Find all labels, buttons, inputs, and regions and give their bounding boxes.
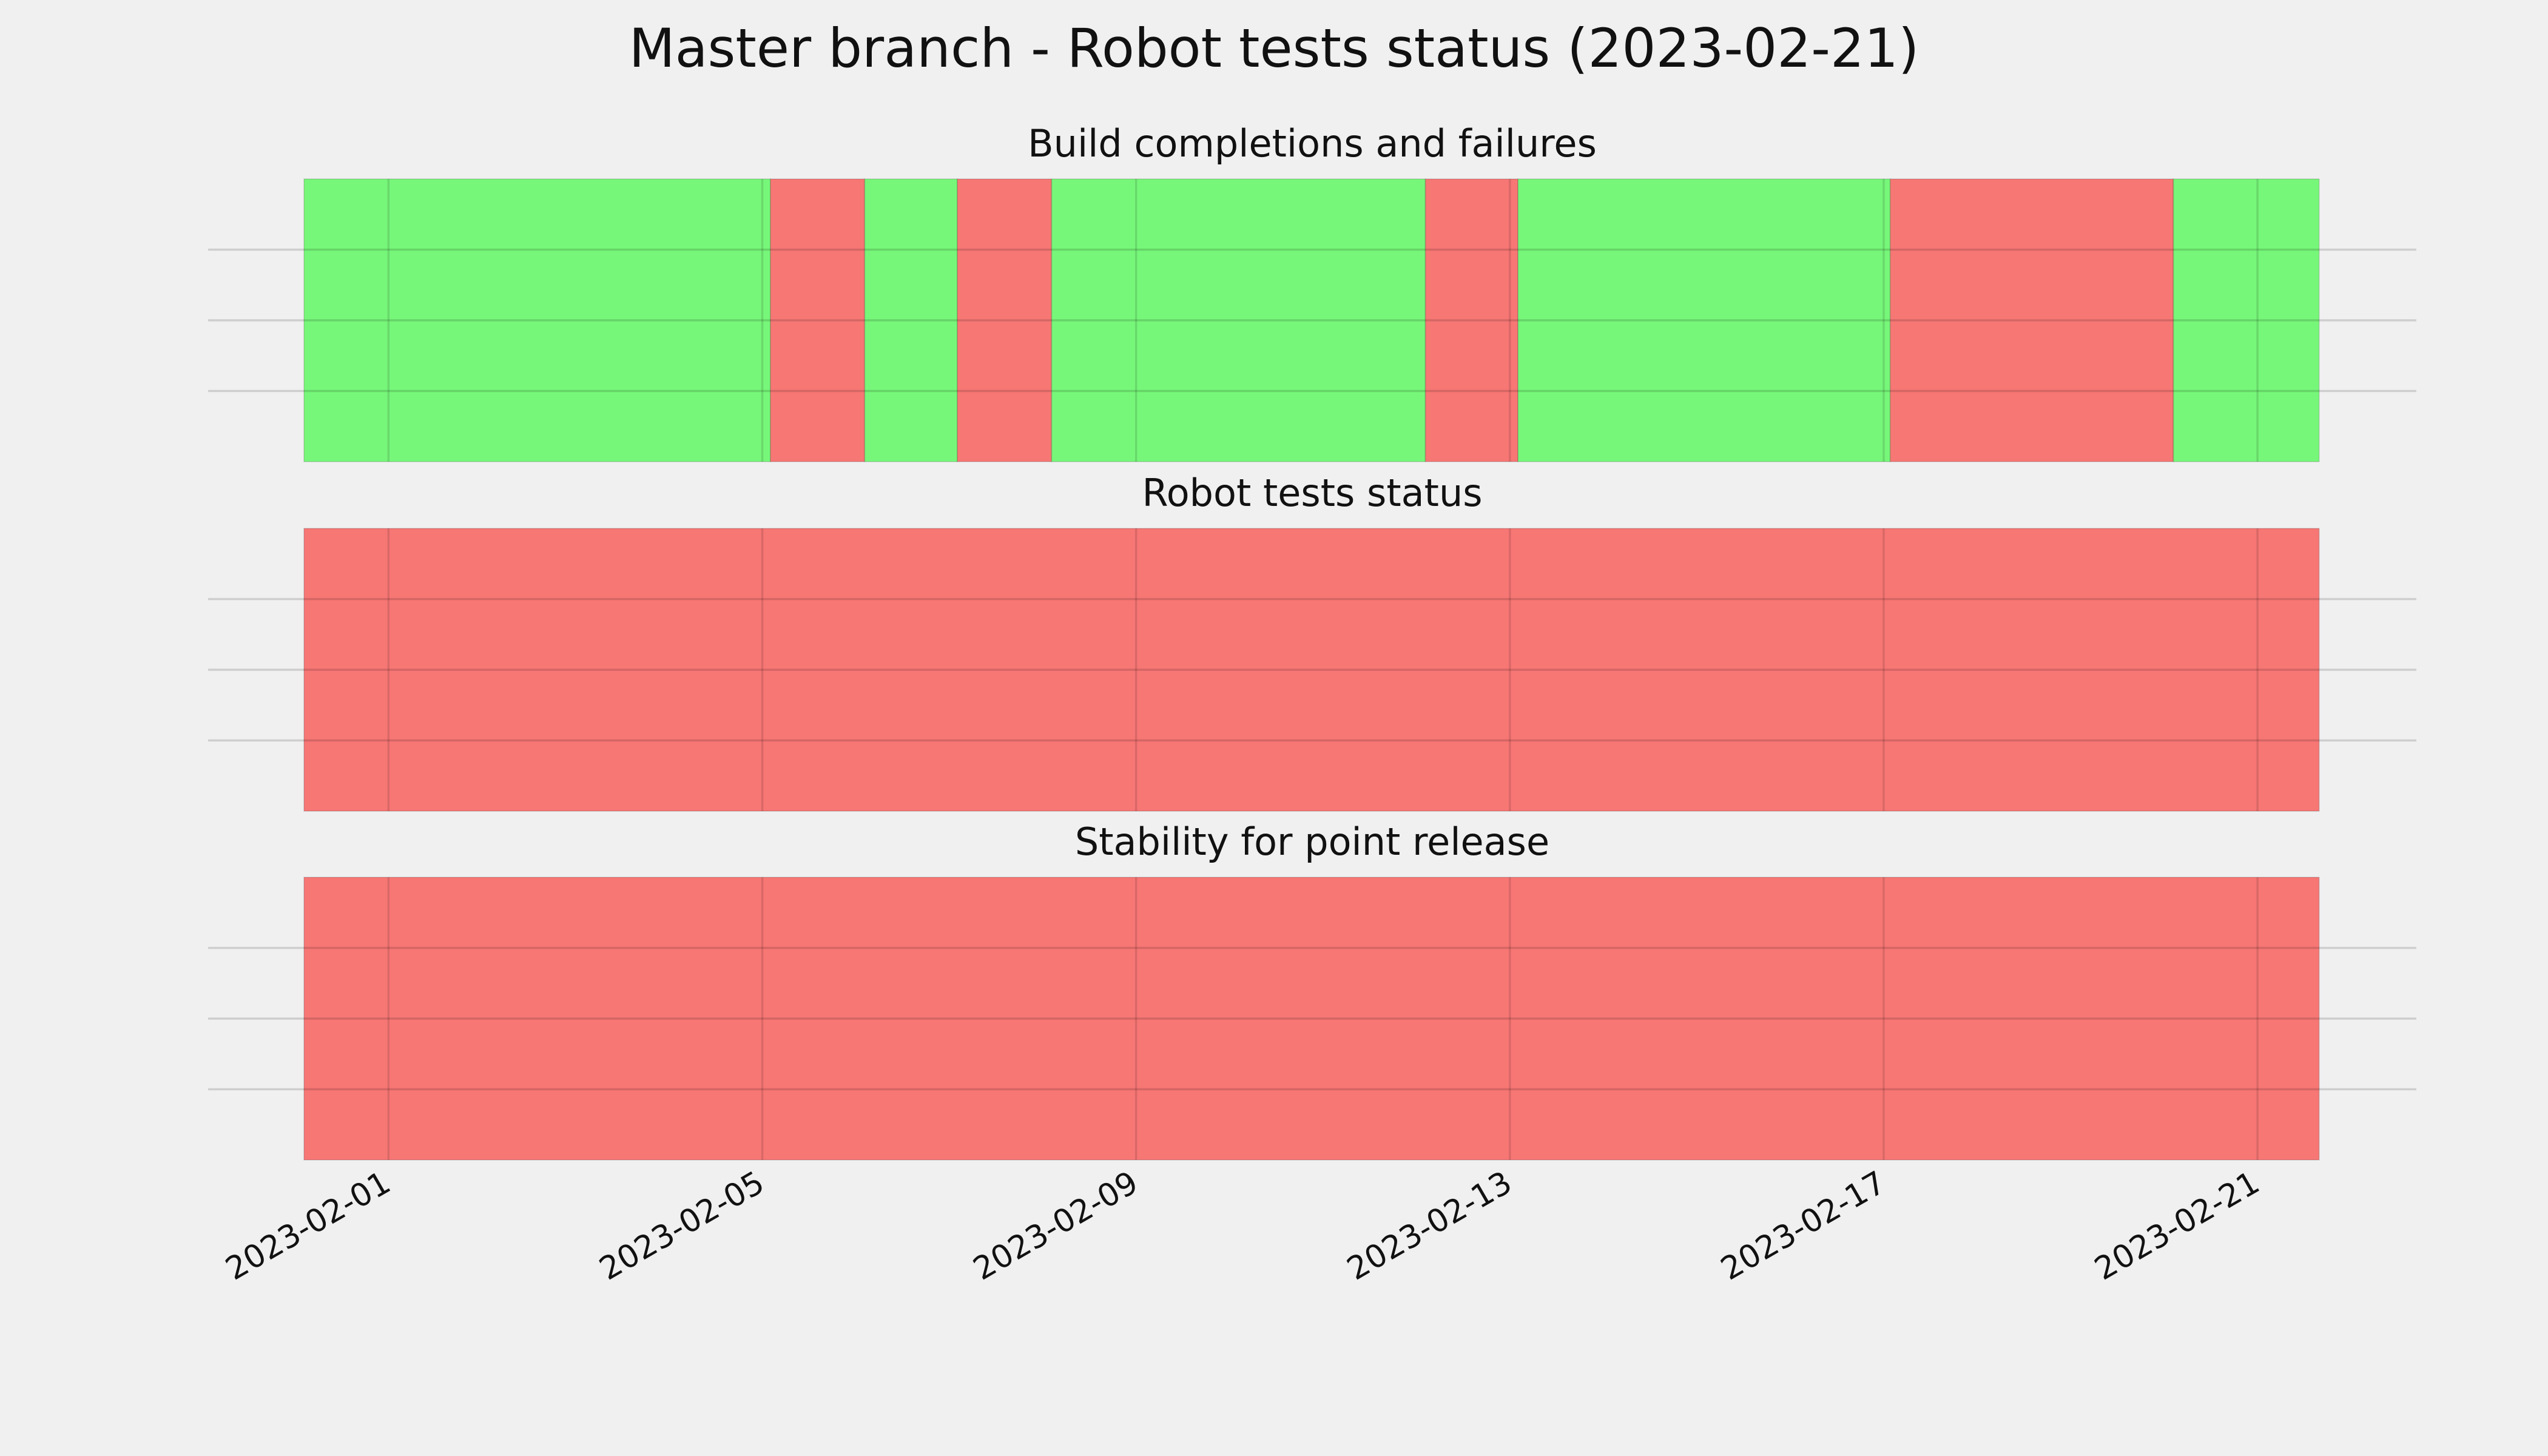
panel-title: Build completions and failures	[1028, 121, 1597, 166]
status-span	[1424, 178, 1519, 462]
status-span	[864, 178, 958, 462]
status-span	[2172, 178, 2320, 462]
status-span	[956, 178, 1053, 462]
status-span	[1051, 178, 1426, 462]
x-tick-label: 2023-02-01	[220, 1164, 397, 1287]
x-tick-label: 2023-02-09	[967, 1164, 1144, 1287]
x-tick-label: 2023-02-05	[593, 1164, 770, 1287]
status-span	[1517, 178, 1891, 462]
status-span	[1889, 178, 2174, 462]
status-span	[769, 178, 866, 462]
figure-title: Master branch - Robot tests status (2023…	[629, 17, 1919, 79]
x-tick-label: 2023-02-21	[2089, 1164, 2266, 1287]
status-span	[303, 877, 2320, 1161]
status-span	[303, 528, 2320, 812]
panel-title: Stability for point release	[1075, 820, 1549, 864]
status-span	[303, 178, 771, 462]
panel-title: Robot tests status	[1142, 471, 1482, 515]
x-tick-label: 2023-02-17	[1715, 1164, 1892, 1287]
x-tick-label: 2023-02-13	[1341, 1164, 1518, 1287]
